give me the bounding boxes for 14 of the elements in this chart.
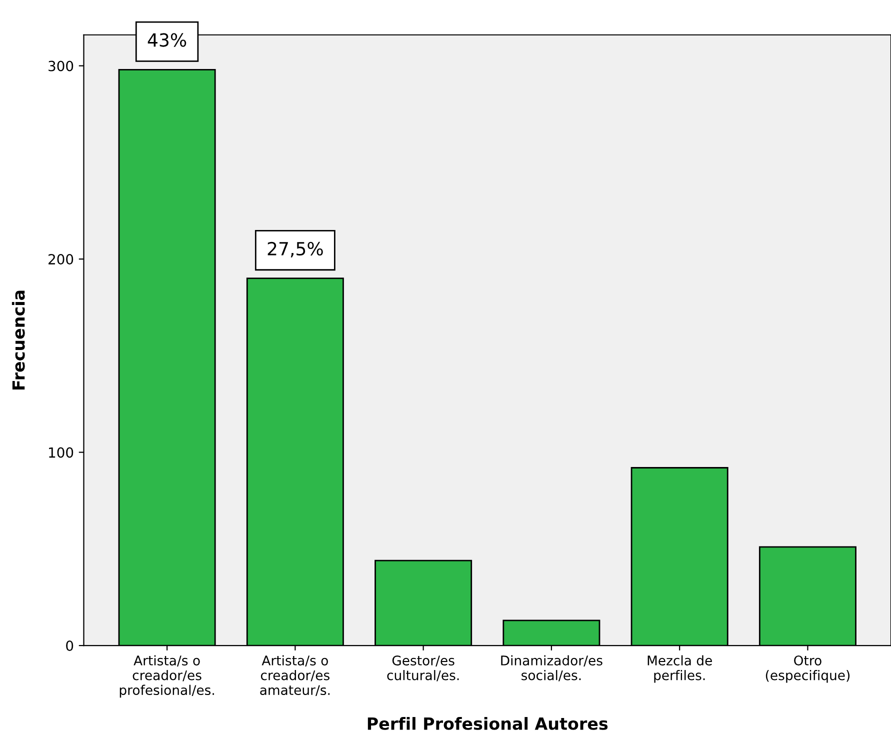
y-tick-label: 300 xyxy=(48,60,74,72)
x-tick-label: Mezcla de perfiles. xyxy=(648,655,712,683)
x-tick-label: Gestor/es cultural/es. xyxy=(387,655,459,682)
x-tick-label: Dinamizador/es social/es. xyxy=(501,655,602,682)
y-tick-label: 0 xyxy=(66,640,74,652)
annotation: 27,5% xyxy=(268,242,323,258)
x-tick-label: Otro (especifique) xyxy=(766,655,850,683)
x-tick-label: Artista/s o creador/es profesional/es. xyxy=(120,655,214,698)
annotation: 43% xyxy=(148,33,186,47)
y-axis-title: Frecuencia xyxy=(12,290,25,390)
x-axis-title: Perfil Profesional Autores xyxy=(368,717,608,730)
y-tick-label: 200 xyxy=(48,254,74,265)
x-tick-label: Artista/s o creador/es amateur/s. xyxy=(260,655,330,696)
y-tick-label: 100 xyxy=(49,447,74,458)
